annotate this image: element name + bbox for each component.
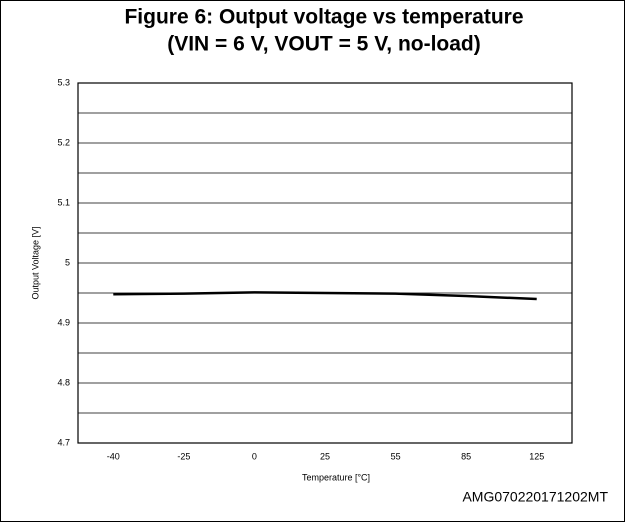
y-tick-label: 4.7: [57, 437, 70, 447]
plot-area: [77, 82, 573, 444]
data-line: [113, 291, 537, 301]
chart-title: (VIN = 6 V, VOUT = 5 V, no-load): [167, 33, 481, 56]
x-axis-label: Temperature [°C]: [302, 472, 370, 482]
x-tick-label: 125: [529, 451, 544, 461]
y-tick-label: 5.2: [57, 137, 70, 147]
y-tick-label: 5.3: [57, 77, 70, 87]
x-tick-label: -25: [177, 451, 190, 461]
x-tick-label: 55: [391, 451, 401, 461]
x-tick-label: 85: [461, 451, 471, 461]
footnote: AMG070220171202MT: [462, 489, 608, 505]
y-tick-label: 4.9: [57, 317, 70, 327]
y-axis-label: Output Voltage [V]: [30, 226, 40, 299]
y-tick-label: 5.1: [57, 197, 70, 207]
x-tick-label: 25: [320, 451, 330, 461]
x-tick-label: -40: [107, 451, 120, 461]
chart-title: Figure 6: Output voltage vs temperature: [124, 6, 523, 29]
x-tick-label: 0: [252, 451, 257, 461]
y-tick-label: 4.8: [57, 377, 70, 387]
y-tick-label: 5: [65, 257, 70, 267]
